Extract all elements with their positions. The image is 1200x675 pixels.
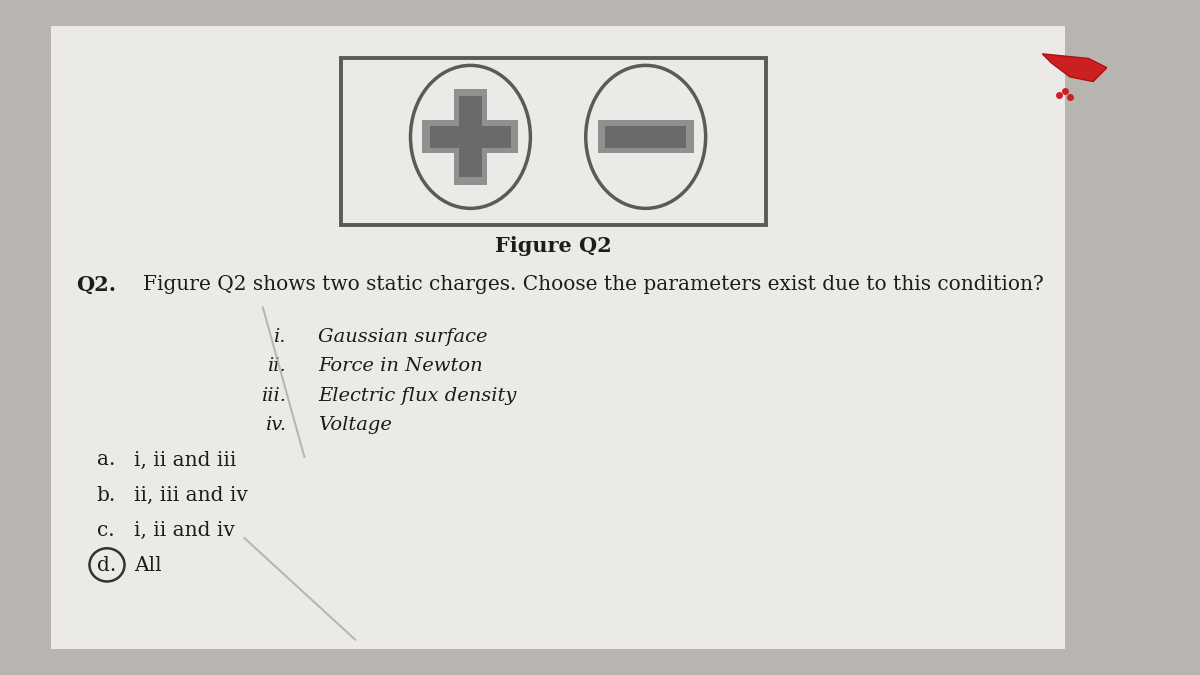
Text: c.: c. bbox=[97, 520, 114, 539]
Bar bbox=[605, 126, 686, 148]
Bar bbox=[460, 97, 481, 178]
Text: ii.: ii. bbox=[268, 357, 286, 375]
Ellipse shape bbox=[410, 65, 530, 209]
Polygon shape bbox=[1043, 54, 1106, 82]
Text: Electric flux density: Electric flux density bbox=[318, 387, 517, 405]
FancyBboxPatch shape bbox=[341, 59, 766, 225]
FancyBboxPatch shape bbox=[50, 26, 1066, 649]
Text: d.: d. bbox=[97, 556, 116, 574]
Text: b.: b. bbox=[97, 485, 116, 504]
Text: iv.: iv. bbox=[265, 416, 286, 435]
Text: i, ii and iii: i, ii and iii bbox=[133, 450, 236, 470]
Text: Q2.: Q2. bbox=[76, 275, 115, 295]
Bar bbox=[598, 120, 694, 153]
Text: Force in Newton: Force in Newton bbox=[318, 357, 482, 375]
Text: i.: i. bbox=[274, 328, 286, 346]
Bar bbox=[454, 89, 487, 185]
Text: All: All bbox=[133, 556, 161, 574]
Text: Figure Q2: Figure Q2 bbox=[496, 236, 612, 256]
Text: ii, iii and iv: ii, iii and iv bbox=[133, 485, 247, 504]
Text: a.: a. bbox=[97, 450, 115, 470]
Bar bbox=[430, 126, 511, 148]
Text: iii.: iii. bbox=[260, 387, 286, 405]
Ellipse shape bbox=[586, 65, 706, 209]
Text: i, ii and iv: i, ii and iv bbox=[133, 520, 235, 539]
Text: Voltage: Voltage bbox=[318, 416, 392, 435]
Text: Figure Q2 shows two static charges. Choose the parameters exist due to this cond: Figure Q2 shows two static charges. Choo… bbox=[143, 275, 1044, 294]
Text: Gaussian surface: Gaussian surface bbox=[318, 328, 487, 346]
Bar bbox=[422, 120, 518, 153]
